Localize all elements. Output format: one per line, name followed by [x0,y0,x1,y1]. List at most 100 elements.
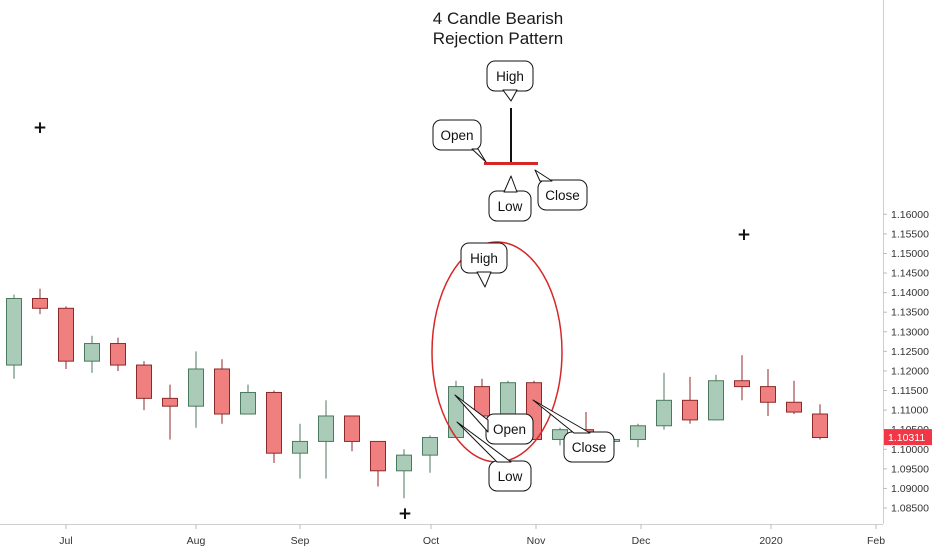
candle-body [812,413,828,439]
callout-tail [454,394,489,433]
bullish-candle [422,435,438,473]
bearish-candle [136,361,152,411]
callout-box [432,119,482,151]
bearish-candle [370,440,386,487]
bearish-candle [58,306,74,369]
bearish-candle [214,359,230,424]
callout-low-top: Low [488,175,532,222]
x-tick-label: Feb [867,535,885,547]
bullish-candle [84,335,100,373]
candle-body [370,440,386,472]
y-tick-label: 1.15500 [891,228,929,240]
bearish-candle [734,355,750,401]
bearish-candle [786,380,802,415]
bullish-candle [656,372,672,430]
x-axis-ticks: Jul Aug Sep Oct Nov Dec 2020 Feb [59,524,885,547]
callout-tail [471,148,487,163]
callout-tail [476,271,492,288]
bearish-candle [162,384,178,440]
x-tick-label: Dec [632,535,651,547]
bullish-candle [292,423,308,479]
candle-body [84,343,100,362]
candle-body [318,415,334,442]
callout-close-top: Close [534,169,588,211]
callout-tail [503,175,518,193]
callout-tail [532,399,591,434]
bearish-candle [344,415,360,452]
candle-body [396,454,412,472]
bearish-candle [110,337,126,371]
bullish-candle [318,400,334,479]
chart-title-line-1: 4 Candle Bearish [433,9,563,28]
y-tick-label: 1.14000 [891,287,929,299]
callout-close-pattern: Close [532,399,615,463]
bullish-candle [6,294,22,379]
plus-marker: + [737,225,751,245]
x-tick-label: Oct [423,535,439,547]
candle-body [6,297,22,366]
y-tick-label: 1.09500 [891,463,929,475]
callout-label: Open [493,422,526,437]
bullish-candle [240,384,256,415]
callouts: High Open Low Close High Open Close Low [432,60,615,492]
candle-body [32,297,48,309]
candle-body [786,401,802,413]
callout-open-top: Open [432,119,487,163]
bearish-candle [32,288,48,315]
y-tick-label: 1.14500 [891,268,929,280]
x-tick-label: Nov [527,535,546,547]
y-tick-label: 1.15000 [891,248,929,260]
bearish-candle [812,404,828,440]
candle-body [682,399,698,421]
y-tick-label: 1.13000 [891,326,929,338]
callout-high-top: High [486,60,534,102]
plus-marker: + [33,118,47,138]
price-tag-label: 1.10311 [888,432,925,444]
y-tick-label: 1.10000 [891,444,929,456]
callout-low-pattern: Low [456,421,532,492]
candle-body [240,391,256,415]
callout-tail [502,89,518,102]
y-tick-label: 1.11500 [891,385,928,397]
callout-label: High [470,251,498,266]
callout-box [537,179,588,211]
bearish-candle [760,368,776,416]
candle-body [162,397,178,407]
bullish-candle [396,449,412,499]
candle-body [110,343,126,366]
y-tick-label: 1.12500 [891,346,929,358]
candle-body [630,425,646,440]
callout-label: Low [498,199,523,214]
price-tag-box [884,429,932,446]
x-tick-label: Jul [59,535,72,547]
callout-tail [456,421,512,463]
candle-body [344,415,360,442]
chart-title-line-2: Rejection Pattern [433,29,563,48]
y-tick-label: 1.09000 [891,483,929,495]
y-tick-label: 1.13500 [891,307,929,319]
candle-body [188,368,204,407]
y-tick-label: 1.08500 [891,503,929,515]
bullish-candle [188,351,204,428]
candle-body [708,380,724,421]
candle-body [422,437,438,456]
y-tick-label: 1.11000 [891,405,928,417]
callout-open-pattern: Open [454,394,534,445]
candle-body [292,440,308,454]
candle-body [760,386,776,403]
x-tick-label: 2020 [759,535,783,547]
candle-body [58,307,74,362]
callout-label: Close [572,440,607,455]
callout-tail [534,169,553,182]
callout-high-pattern: High [460,242,508,288]
candle-body [136,364,152,399]
x-tick-label: Sep [291,535,310,547]
y-tick-label: 1.12000 [891,365,929,377]
callout-label: High [496,69,524,84]
callout-label: Open [440,128,473,143]
candle-body [500,382,516,417]
callout-label: Close [545,188,580,203]
plus-marker: + [398,504,412,524]
bearish-candle [682,376,698,424]
